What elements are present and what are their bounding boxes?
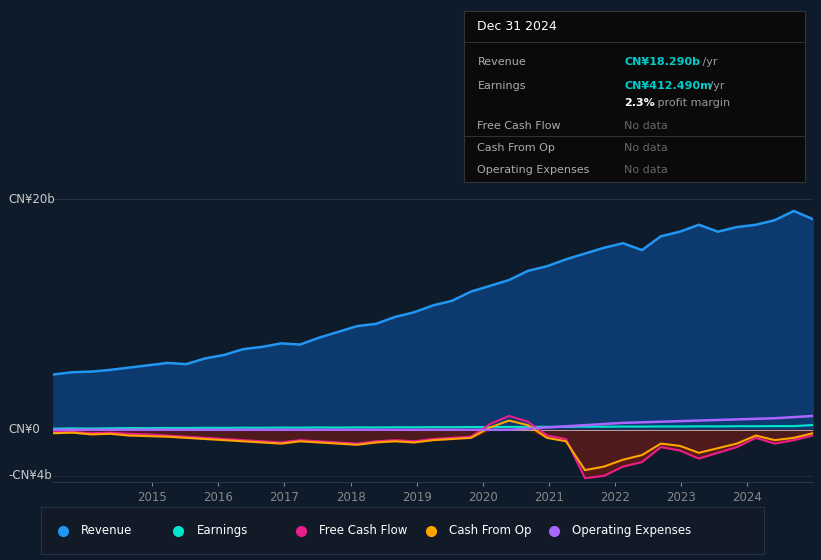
- Text: -CN¥4b: -CN¥4b: [8, 469, 52, 482]
- Text: Operating Expenses: Operating Expenses: [478, 165, 589, 175]
- Text: Earnings: Earnings: [196, 524, 248, 537]
- Text: CN¥18.290b: CN¥18.290b: [624, 58, 700, 67]
- Text: Free Cash Flow: Free Cash Flow: [319, 524, 407, 537]
- Text: Revenue: Revenue: [80, 524, 132, 537]
- Text: Revenue: Revenue: [478, 58, 526, 67]
- Text: No data: No data: [624, 165, 667, 175]
- Text: profit margin: profit margin: [654, 99, 730, 109]
- Text: Earnings: Earnings: [478, 81, 526, 91]
- Text: Free Cash Flow: Free Cash Flow: [478, 120, 561, 130]
- Text: No data: No data: [624, 120, 667, 130]
- Text: CN¥412.490m: CN¥412.490m: [624, 81, 712, 91]
- Text: Dec 31 2024: Dec 31 2024: [478, 20, 557, 33]
- Text: No data: No data: [624, 143, 667, 153]
- Text: Cash From Op: Cash From Op: [449, 524, 532, 537]
- Text: /yr: /yr: [699, 58, 718, 67]
- Text: CN¥20b: CN¥20b: [8, 193, 55, 206]
- Text: Cash From Op: Cash From Op: [478, 143, 555, 153]
- Text: 2.3%: 2.3%: [624, 99, 655, 109]
- Text: CN¥0: CN¥0: [8, 423, 40, 436]
- Text: /yr: /yr: [706, 81, 725, 91]
- Text: Operating Expenses: Operating Expenses: [572, 524, 691, 537]
